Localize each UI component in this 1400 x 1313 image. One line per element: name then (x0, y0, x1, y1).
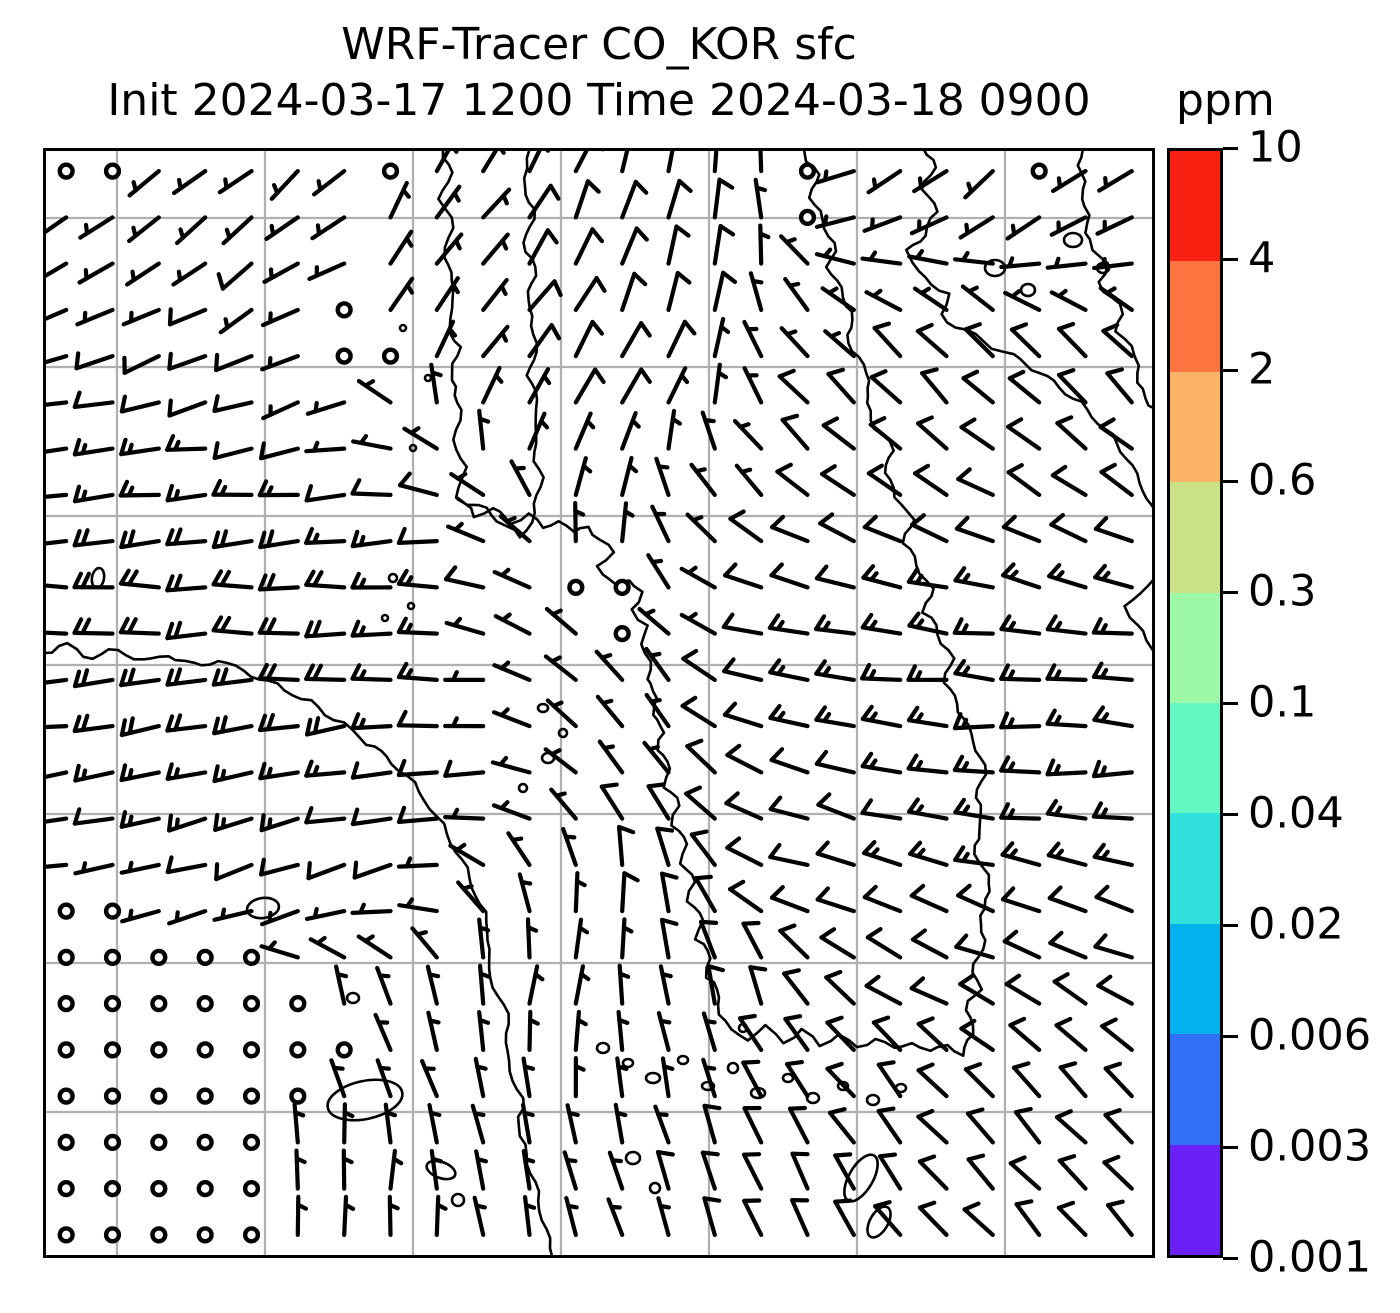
colorbar-tick-label: 0.04 (1248, 788, 1344, 839)
colorbar-segment (1170, 1034, 1220, 1145)
colorbar-tick (1223, 923, 1238, 927)
colorbar-segment (1170, 592, 1220, 703)
colorbar-segment (1170, 1144, 1220, 1255)
colorbar-tick (1223, 1256, 1238, 1260)
colorbar-tick-label: 0.3 (1248, 566, 1317, 617)
colorbar-tick (1223, 812, 1238, 816)
figure-subtitle: Init 2024-03-17 1200 Time 2024-03-18 090… (107, 75, 1091, 126)
colorbar-tick-label: 0.006 (1248, 1010, 1372, 1061)
colorbar-tick (1223, 1145, 1238, 1149)
colorbar-tick (1223, 701, 1238, 705)
colorbar-tick-label: 0.1 (1248, 677, 1317, 728)
colorbar-tick-label: 0.02 (1248, 899, 1344, 950)
colorbar-segment (1170, 371, 1220, 483)
colorbar-segment (1170, 702, 1220, 814)
colorbar-tick-label: 0.003 (1248, 1121, 1372, 1172)
colorbar-tick-label: 10 (1248, 122, 1303, 173)
map-border (43, 148, 1155, 1258)
colorbar-segment (1170, 482, 1220, 593)
map-canvas (43, 148, 1155, 1258)
colorbar-tick (1223, 368, 1238, 372)
colorbar-tick (1223, 479, 1238, 483)
colorbar-segment (1170, 923, 1220, 1035)
colorbar-tick-label: 2 (1248, 344, 1276, 395)
colorbar (1167, 148, 1223, 1258)
colorbar-tick (1223, 1034, 1238, 1038)
colorbar-segment (1170, 261, 1220, 372)
colorbar-segment (1170, 151, 1220, 262)
coastline-layer (43, 148, 1155, 1258)
colorbar-tick (1223, 590, 1238, 594)
colorbar-unit-label: ppm (1176, 75, 1275, 126)
colorbar-tick-label: 0.001 (1248, 1232, 1372, 1283)
colorbar-tick (1223, 257, 1238, 261)
colorbar-segment (1170, 813, 1220, 924)
colorbar-tick-label: 0.6 (1248, 455, 1317, 506)
colorbar-tick-label: 4 (1248, 233, 1276, 284)
colorbar-tick (1223, 146, 1238, 150)
figure-title: WRF-Tracer CO_KOR sfc (341, 19, 857, 70)
wind-barb-layer (43, 148, 1134, 1244)
